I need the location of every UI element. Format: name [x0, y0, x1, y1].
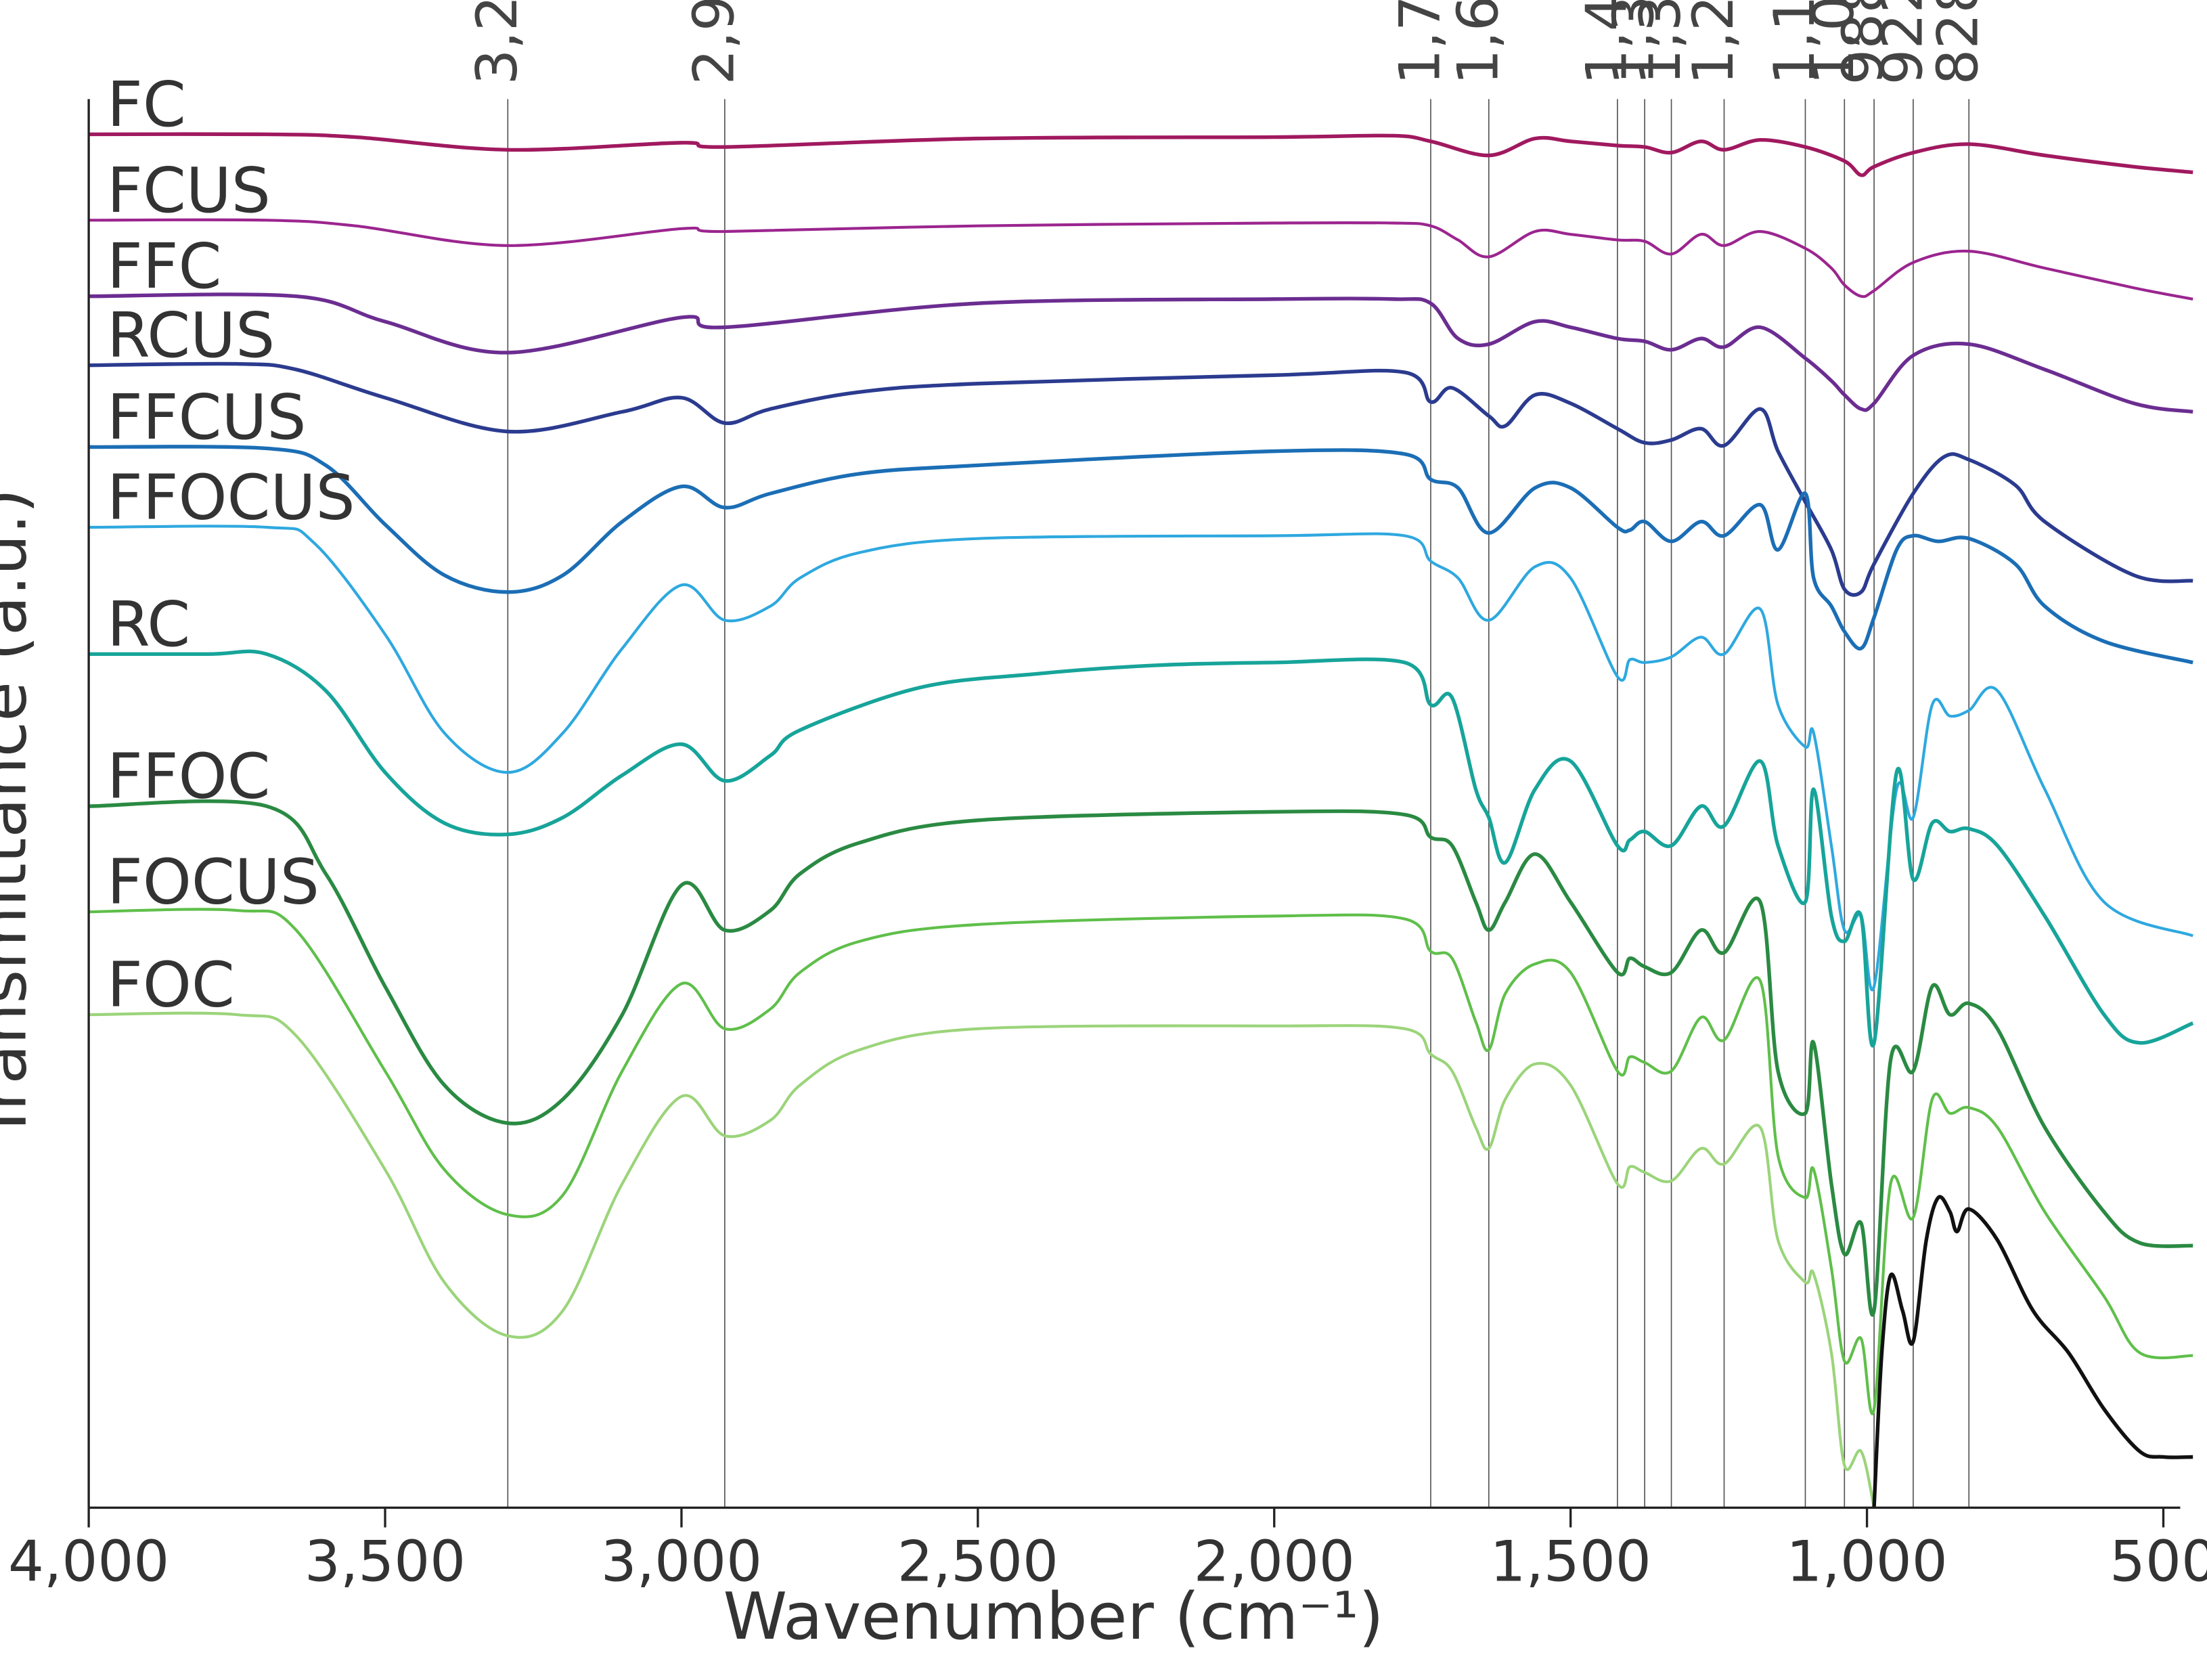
peak-label: 1,638 [1445, 0, 1511, 85]
series-label-rc: RC [107, 588, 190, 661]
series-line-rc [89, 649, 2194, 1048]
series-line-fcus [89, 218, 2193, 301]
peak-label: 1,241 [1680, 0, 1746, 85]
series-label-ffcus: FFCUS [107, 381, 306, 454]
x-tick-label: 3,500 [305, 1529, 466, 1595]
series-label-rcus: RCUS [107, 299, 275, 372]
series-label-focus: FOCUS [107, 846, 319, 919]
series-lines [89, 132, 2194, 1508]
x-axis-title: Wavenumber (cm⁻¹) [723, 1578, 1384, 1654]
series-line-focus [89, 908, 2193, 1415]
peak-label: 922 [1869, 0, 1935, 85]
series-label-ffoc: FFOC [107, 740, 270, 813]
peak-label: 1,421 [1574, 0, 1639, 85]
x-tick-label: 1,000 [1786, 1529, 1947, 1595]
peak-label: 1,330 [1628, 0, 1693, 85]
peak-label: 3,293 [464, 0, 530, 85]
series-label-ffocus: FFOCUS [107, 462, 355, 534]
x-tick-label: 3,000 [601, 1529, 762, 1595]
series-label-ffc: FFC [107, 230, 221, 303]
x-tick-label: 1,500 [1490, 1529, 1651, 1595]
peak-label: 1,104 [1762, 0, 1827, 85]
series-line-ffc [89, 292, 2193, 414]
peak-label: 988 [1831, 0, 1896, 85]
axes [87, 99, 2181, 1509]
peak-label: 1,375 [1601, 0, 1667, 85]
series-label-fcus: FCUS [107, 154, 271, 227]
series-line-fingerprint-tail [1872, 1195, 2193, 1508]
series-line-fc [89, 132, 2193, 177]
y-axis-title: Transmittance (a.u.) [0, 489, 41, 1142]
series-line-ffocus [89, 525, 2193, 992]
series-label-fc: FC [107, 68, 186, 141]
x-tick-label: 2,500 [897, 1529, 1058, 1595]
series-line-rcus [89, 361, 2193, 597]
x-tick-label: 4,000 [8, 1529, 169, 1595]
x-tick-label: 2,000 [1194, 1529, 1355, 1595]
peak-label: 828 [1925, 0, 1991, 85]
peak-label: 2,927 [681, 0, 746, 85]
peak-label: 1,736 [1387, 0, 1452, 85]
x-ticks: 4,000 3,500 3,000 2,500 2,000 1,500 1,000 500 [8, 1507, 2207, 1595]
peak-label: 1,038 [1801, 0, 1867, 85]
series-line-ffoc [89, 799, 2193, 1317]
series-line-ffcus [89, 445, 2193, 665]
x-tick-label: 500 [2110, 1529, 2207, 1595]
series-line-foc [89, 1011, 1876, 1508]
series-label-foc: FOC [107, 949, 235, 1021]
